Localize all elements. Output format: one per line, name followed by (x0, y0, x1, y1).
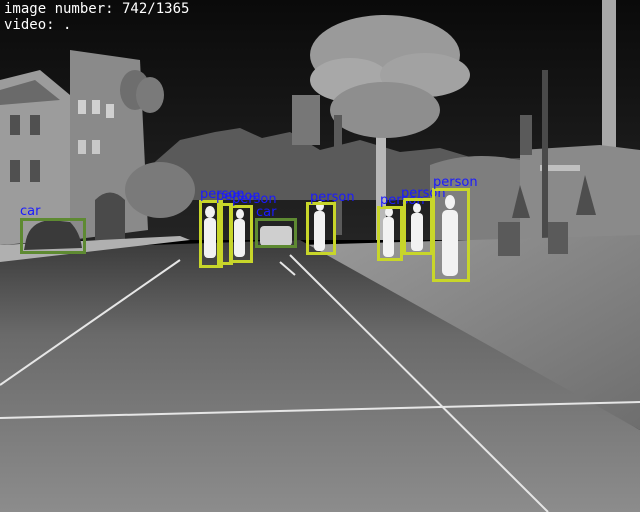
video-label: video: . (4, 17, 72, 33)
detection-label-car: car (20, 204, 41, 219)
image-number-label: image number: 742/1365 (4, 1, 190, 17)
detection-box-person (403, 198, 433, 255)
left-building-near (0, 70, 70, 245)
detection-box-car (20, 218, 86, 254)
left-trees (125, 162, 195, 218)
detection-box-person (377, 206, 403, 261)
detection-box-car (255, 218, 297, 248)
right-sidewalk (300, 235, 640, 430)
pedestrians (204, 195, 458, 276)
mountains (140, 128, 520, 200)
detection-label-car: car (256, 205, 277, 220)
left-building-roof (0, 80, 60, 105)
detection-label-person: person (232, 192, 277, 207)
detection-box-person (199, 200, 223, 268)
palm-trunk (376, 40, 386, 240)
car-left (24, 220, 82, 250)
detection-label-person: person (200, 187, 245, 202)
detection-box-person (432, 188, 470, 282)
detection-label-person: person (216, 189, 261, 204)
street-lamp-post (542, 70, 548, 255)
detection-label-person: person (310, 190, 355, 205)
left-building-windows (78, 100, 86, 114)
road-markings (0, 254, 640, 512)
detection-label-person: person (380, 193, 425, 208)
trash-can (498, 222, 520, 256)
detection-label-person: person (433, 175, 478, 190)
detection-box-person (306, 202, 336, 255)
detection-box-person (229, 205, 253, 263)
